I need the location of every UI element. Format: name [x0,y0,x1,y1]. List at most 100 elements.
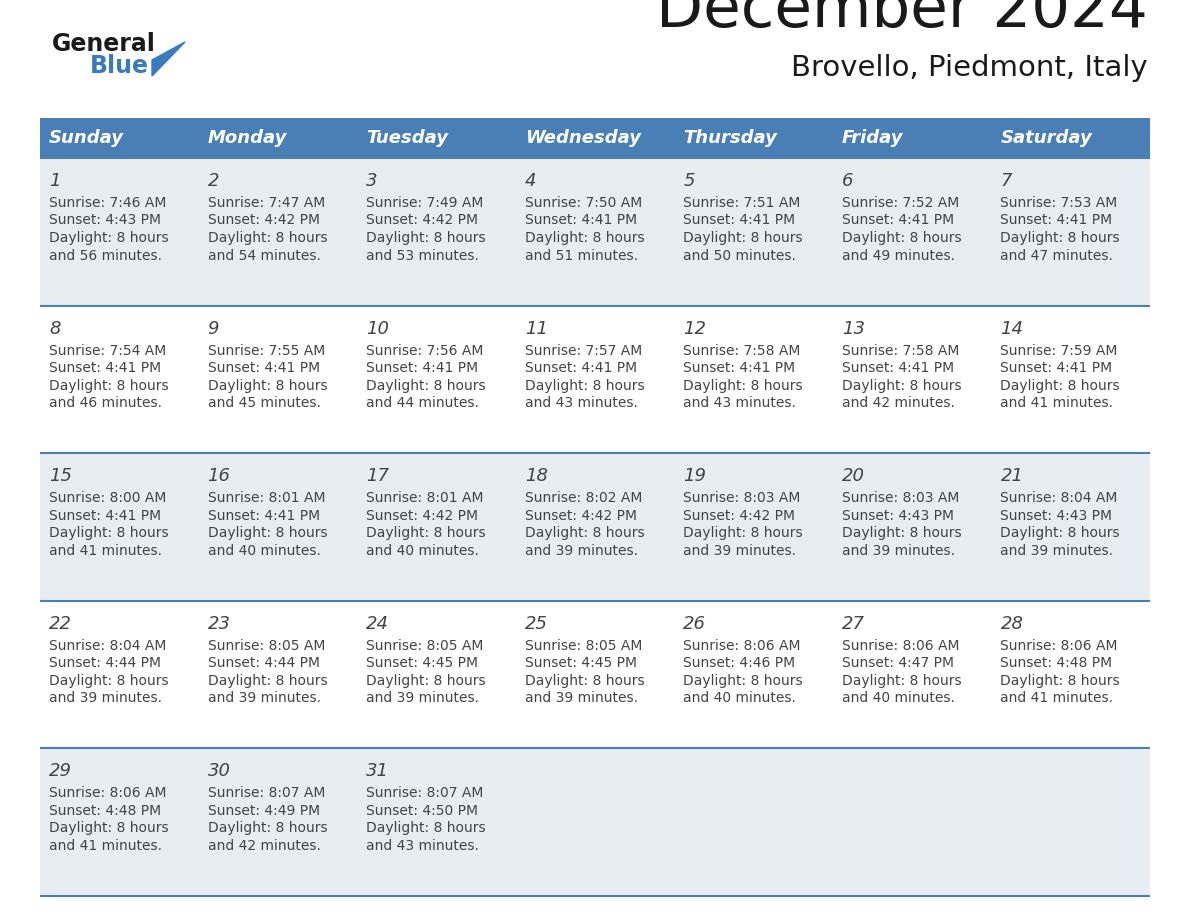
Text: Daylight: 8 hours: Daylight: 8 hours [1000,674,1120,688]
Text: Sunset: 4:48 PM: Sunset: 4:48 PM [1000,656,1112,670]
Text: Sunrise: 7:53 AM: Sunrise: 7:53 AM [1000,196,1118,210]
Text: 3: 3 [366,172,378,190]
Text: Sunrise: 7:56 AM: Sunrise: 7:56 AM [366,343,484,358]
Text: Sunrise: 8:02 AM: Sunrise: 8:02 AM [525,491,642,505]
Text: and 56 minutes.: and 56 minutes. [49,249,162,263]
Text: and 44 minutes.: and 44 minutes. [366,396,479,410]
Text: Brovello, Piedmont, Italy: Brovello, Piedmont, Italy [791,54,1148,82]
Text: Friday: Friday [842,129,903,147]
Text: Daylight: 8 hours: Daylight: 8 hours [49,526,169,540]
Text: Sunrise: 8:06 AM: Sunrise: 8:06 AM [683,639,801,653]
Text: Sunset: 4:49 PM: Sunset: 4:49 PM [208,804,320,818]
Bar [40,453,1150,600]
Text: Sunrise: 8:01 AM: Sunrise: 8:01 AM [366,491,484,505]
Text: and 40 minutes.: and 40 minutes. [366,543,479,558]
Text: Sunrise: 7:55 AM: Sunrise: 7:55 AM [208,343,324,358]
Bar [40,306,1150,453]
Text: and 39 minutes.: and 39 minutes. [683,543,796,558]
Text: Sunrise: 7:52 AM: Sunrise: 7:52 AM [842,196,959,210]
Text: 16: 16 [208,467,230,486]
Text: and 41 minutes.: and 41 minutes. [49,839,162,853]
Text: Tuesday: Tuesday [366,129,448,147]
Text: Daylight: 8 hours: Daylight: 8 hours [366,231,486,245]
Text: and 39 minutes.: and 39 minutes. [1000,543,1113,558]
Text: Sunrise: 8:04 AM: Sunrise: 8:04 AM [1000,491,1118,505]
Text: Daylight: 8 hours: Daylight: 8 hours [208,378,327,393]
Text: 23: 23 [208,615,230,633]
Text: 1: 1 [49,172,61,190]
Text: 15: 15 [49,467,72,486]
Text: and 46 minutes.: and 46 minutes. [49,396,162,410]
Text: Sunset: 4:41 PM: Sunset: 4:41 PM [683,361,796,375]
Text: and 42 minutes.: and 42 minutes. [842,396,955,410]
Text: Sunset: 4:46 PM: Sunset: 4:46 PM [683,656,796,670]
Text: Sunset: 4:42 PM: Sunset: 4:42 PM [683,509,795,522]
Text: Daylight: 8 hours: Daylight: 8 hours [683,674,803,688]
Text: and 39 minutes.: and 39 minutes. [842,543,955,558]
Text: 26: 26 [683,615,707,633]
Text: Sunset: 4:45 PM: Sunset: 4:45 PM [525,656,637,670]
Text: and 41 minutes.: and 41 minutes. [1000,691,1113,705]
Text: 5: 5 [683,172,695,190]
Text: Daylight: 8 hours: Daylight: 8 hours [49,674,169,688]
Text: Daylight: 8 hours: Daylight: 8 hours [525,378,644,393]
Text: Sunset: 4:41 PM: Sunset: 4:41 PM [525,361,637,375]
Text: Sunset: 4:48 PM: Sunset: 4:48 PM [49,804,162,818]
Text: December 2024: December 2024 [656,0,1148,40]
Text: Daylight: 8 hours: Daylight: 8 hours [208,526,327,540]
Text: Daylight: 8 hours: Daylight: 8 hours [842,674,961,688]
Text: Sunset: 4:41 PM: Sunset: 4:41 PM [366,361,479,375]
Text: 31: 31 [366,763,390,780]
Text: Sunrise: 8:06 AM: Sunrise: 8:06 AM [49,787,166,800]
Text: 2: 2 [208,172,219,190]
Text: Daylight: 8 hours: Daylight: 8 hours [1000,526,1120,540]
Text: 12: 12 [683,319,707,338]
Text: Blue: Blue [90,54,148,78]
Text: Sunset: 4:41 PM: Sunset: 4:41 PM [49,509,162,522]
Text: 9: 9 [208,319,219,338]
Text: 7: 7 [1000,172,1012,190]
Text: Daylight: 8 hours: Daylight: 8 hours [683,231,803,245]
Text: 19: 19 [683,467,707,486]
Text: Sunset: 4:42 PM: Sunset: 4:42 PM [208,214,320,228]
Text: 28: 28 [1000,615,1023,633]
Text: Sunrise: 7:54 AM: Sunrise: 7:54 AM [49,343,166,358]
Text: Sunrise: 7:58 AM: Sunrise: 7:58 AM [683,343,801,358]
Text: and 54 minutes.: and 54 minutes. [208,249,321,263]
Text: Sunrise: 8:05 AM: Sunrise: 8:05 AM [366,639,484,653]
Text: Daylight: 8 hours: Daylight: 8 hours [525,526,644,540]
Text: Sunrise: 7:46 AM: Sunrise: 7:46 AM [49,196,166,210]
Text: Daylight: 8 hours: Daylight: 8 hours [208,231,327,245]
Text: Daylight: 8 hours: Daylight: 8 hours [366,526,486,540]
Text: Daylight: 8 hours: Daylight: 8 hours [842,378,961,393]
Text: Sunset: 4:41 PM: Sunset: 4:41 PM [683,214,796,228]
Text: and 51 minutes.: and 51 minutes. [525,249,638,263]
Text: Sunrise: 8:04 AM: Sunrise: 8:04 AM [49,639,166,653]
Text: and 39 minutes.: and 39 minutes. [49,691,162,705]
Text: 18: 18 [525,467,548,486]
Text: Sunset: 4:42 PM: Sunset: 4:42 PM [366,509,478,522]
Text: Sunset: 4:50 PM: Sunset: 4:50 PM [366,804,478,818]
Text: Sunrise: 7:50 AM: Sunrise: 7:50 AM [525,196,642,210]
Text: 20: 20 [842,467,865,486]
Text: and 42 minutes.: and 42 minutes. [208,839,321,853]
Text: Sunrise: 8:05 AM: Sunrise: 8:05 AM [208,639,326,653]
Text: Sunset: 4:41 PM: Sunset: 4:41 PM [525,214,637,228]
Text: Daylight: 8 hours: Daylight: 8 hours [208,822,327,835]
Bar [40,748,1150,896]
Bar [198,118,358,158]
Text: Sunset: 4:43 PM: Sunset: 4:43 PM [1000,509,1112,522]
Text: Sunset: 4:41 PM: Sunset: 4:41 PM [842,214,954,228]
Text: Sunrise: 8:07 AM: Sunrise: 8:07 AM [208,787,326,800]
Bar [992,118,1150,158]
Bar [40,118,198,158]
Text: Sunset: 4:41 PM: Sunset: 4:41 PM [208,361,320,375]
Text: Saturday: Saturday [1000,129,1092,147]
Text: and 43 minutes.: and 43 minutes. [683,396,796,410]
Text: Daylight: 8 hours: Daylight: 8 hours [49,378,169,393]
Text: General: General [52,32,156,56]
Text: 13: 13 [842,319,865,338]
Text: and 53 minutes.: and 53 minutes. [366,249,479,263]
Text: Daylight: 8 hours: Daylight: 8 hours [842,526,961,540]
Text: and 39 minutes.: and 39 minutes. [366,691,479,705]
